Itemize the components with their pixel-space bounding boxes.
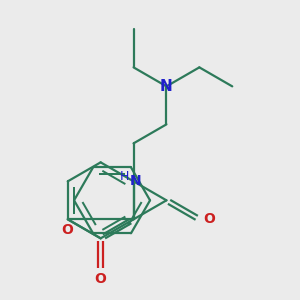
Text: H: H bbox=[119, 170, 129, 183]
Text: N: N bbox=[130, 174, 141, 188]
Text: O: O bbox=[203, 212, 215, 226]
Text: N: N bbox=[160, 79, 173, 94]
Text: O: O bbox=[61, 223, 73, 237]
Text: O: O bbox=[95, 272, 106, 286]
